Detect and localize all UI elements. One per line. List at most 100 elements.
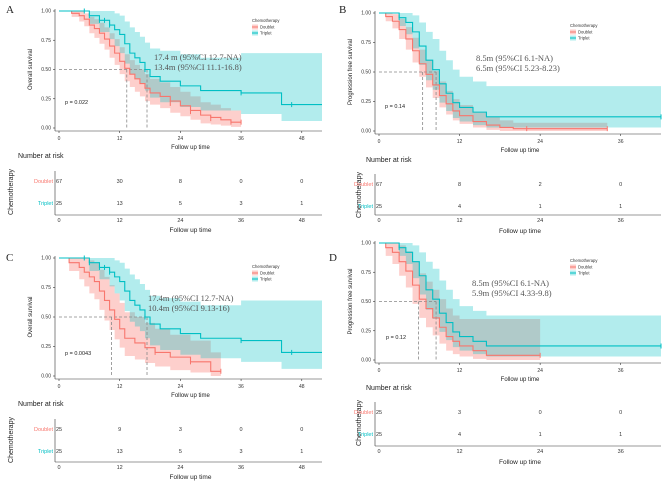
x-tick-label: 48 [299, 136, 305, 142]
legend-label-triplet: Triplet [578, 36, 590, 41]
median-annotation: 5.9m (95%CI 4.33-9.8) [472, 288, 552, 298]
y-axis-title: Progression free survival [348, 39, 354, 105]
y-tick-label: 0.00 [41, 374, 51, 380]
risk-count: 1 [619, 432, 622, 438]
x-tick-label: 0 [378, 368, 381, 374]
risk-count: 3 [240, 201, 243, 207]
x-axis-title: Follow up time [501, 148, 540, 154]
p-value: p = 0.022 [65, 100, 88, 106]
x-tick-label: 24 [537, 368, 543, 374]
risk-x-tick-label: 0 [57, 218, 60, 224]
median-annotation: 8.5m (95%CI 6.1-NA) [476, 53, 553, 63]
y-tick-label: 0.00 [361, 129, 371, 135]
risk-count: 25 [376, 204, 382, 210]
risk-x-tick-label: 12 [457, 449, 463, 455]
risk-x-axis-title: Follow up time [499, 459, 541, 466]
risk-table-ylabel: Chemotherapy [356, 400, 363, 446]
x-axis-title: Follow up time [501, 377, 540, 383]
risk-count: 13 [117, 201, 123, 207]
risk-row-label-triplet: Triplet [358, 432, 374, 438]
risk-count: 25 [56, 449, 62, 455]
ci-band-doublet [59, 11, 242, 127]
y-tick-label: 0.00 [41, 126, 51, 132]
km-curve-doublet [379, 12, 608, 130]
risk-x-tick-label: 36 [618, 218, 624, 224]
y-tick-label: 0.25 [41, 96, 51, 102]
risk-count: 8 [458, 182, 461, 188]
risk-count: 0 [619, 182, 622, 188]
risk-row-label-doublet: Doublet [34, 179, 53, 185]
p-value: p = 0.14 [385, 104, 405, 110]
risk-count: 1 [539, 432, 542, 438]
risk-table-ylabel: Chemotherapy [8, 417, 15, 463]
risk-table-title: Number at risk [366, 385, 412, 392]
x-tick-label: 36 [238, 384, 244, 390]
ci-band-triplet [379, 243, 661, 357]
risk-x-tick-label: 48 [299, 465, 305, 471]
x-tick-label: 12 [457, 368, 463, 374]
risk-table-ylabel: Chemotherapy [356, 172, 363, 218]
risk-x-tick-label: 12 [457, 218, 463, 224]
risk-count: 0 [300, 427, 303, 433]
y-tick-label: 0.25 [41, 344, 51, 350]
risk-count: 1 [539, 204, 542, 210]
legend-label-doublet: Doublet [260, 271, 275, 276]
y-tick-label: 0.75 [361, 40, 371, 46]
risk-count: 1 [300, 449, 303, 455]
x-tick-label: 12 [117, 384, 123, 390]
risk-count: 30 [117, 179, 123, 185]
risk-row-label-doublet: Doublet [34, 427, 53, 433]
risk-count: 5 [179, 201, 182, 207]
y-tick-label: 0.50 [361, 299, 371, 305]
y-tick-label: 0.50 [41, 315, 51, 321]
panel-label: B [339, 4, 346, 16]
risk-row-label-doublet: Doublet [354, 410, 373, 416]
risk-x-axis-title: Follow up time [170, 474, 212, 481]
y-tick-label: 1.00 [41, 9, 51, 15]
risk-count: 0 [240, 179, 243, 185]
x-tick-label: 0 [58, 384, 61, 390]
risk-table-title: Number at risk [18, 401, 64, 408]
x-tick-label: 12 [117, 136, 123, 142]
y-tick-label: 1.00 [361, 241, 371, 247]
x-tick-label: 24 [178, 136, 184, 142]
risk-count: 3 [179, 427, 182, 433]
risk-count: 3 [458, 410, 461, 416]
risk-count: 9 [118, 427, 121, 433]
y-tick-label: 1.00 [41, 256, 51, 262]
risk-count: 25 [376, 432, 382, 438]
risk-count: 4 [458, 204, 461, 210]
y-tick-label: 0.75 [41, 38, 51, 44]
risk-count: 13 [117, 449, 123, 455]
panel-c: C 0 12 24 36 48 0.00 0.25 0.50 0.75 1.00 Follow up … [6, 252, 322, 481]
risk-x-tick-label: 48 [299, 218, 305, 224]
y-tick-label: 0.25 [361, 99, 371, 105]
panel-label: C [6, 252, 13, 264]
risk-count: 25 [56, 201, 62, 207]
risk-x-tick-label: 0 [377, 218, 380, 224]
risk-x-tick-label: 24 [537, 449, 543, 455]
y-axis-title: Overall survival [28, 296, 34, 337]
x-tick-label: 36 [618, 139, 624, 145]
x-axis-title: Follow up time [171, 145, 210, 151]
risk-row-label-triplet: Triplet [358, 204, 374, 210]
km-curve-triplet [379, 12, 661, 118]
risk-count: 0 [300, 179, 303, 185]
risk-x-tick-label: 24 [537, 218, 543, 224]
risk-count: 3 [240, 449, 243, 455]
y-tick-label: 0.75 [41, 285, 51, 291]
risk-count: 67 [376, 182, 382, 188]
risk-count: 0 [240, 427, 243, 433]
risk-x-tick-label: 36 [238, 218, 244, 224]
risk-x-axis-title: Follow up time [499, 228, 541, 235]
legend-title: Chemotherapy [252, 264, 280, 269]
x-tick-label: 12 [457, 139, 463, 145]
p-value: p = 0.12 [386, 335, 406, 341]
median-annotation: 10.4m (95%CI 9.13-16) [148, 303, 230, 313]
panel-label: A [6, 4, 14, 16]
median-annotation: 17.4m (95%CI 12.7-NA) [148, 293, 234, 303]
risk-count: 1 [300, 201, 303, 207]
median-annotation: 17.4 m (95%CI 12.7-NA) [154, 52, 242, 62]
